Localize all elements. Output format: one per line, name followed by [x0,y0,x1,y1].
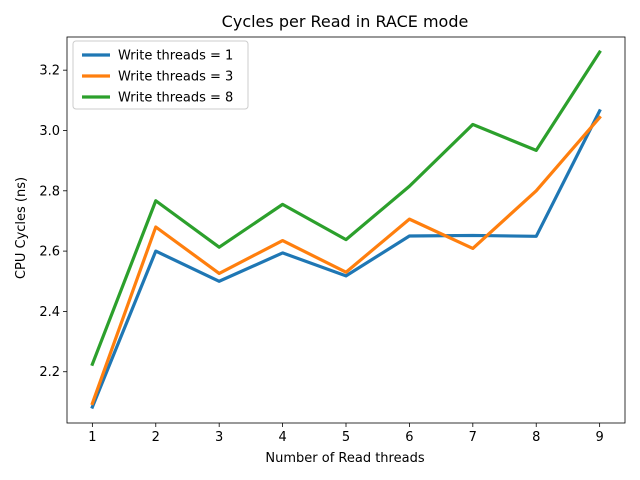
x-tick-label: 4 [278,430,286,445]
y-tick-label: 3.0 [39,124,60,139]
x-tick-label: 9 [595,430,603,445]
legend-label-3: Write threads = 8 [118,91,233,106]
x-tick-label: 2 [152,430,160,445]
x-tick-label: 8 [532,430,540,445]
x-tick-label: 1 [88,430,96,445]
legend-label-2: Write threads = 3 [118,70,233,85]
legend-label-1: Write threads = 1 [118,49,233,64]
y-tick-label: 2.4 [39,305,60,320]
x-axis-label: Number of Read threads [265,451,424,466]
y-axis-label: CPU Cycles (ns) [14,177,29,279]
y-tick-label: 2.6 [39,245,60,260]
x-axis-ticks: 1 2 3 4 5 6 7 8 9 [88,423,604,445]
series-lines [90,49,602,410]
chart-title: Cycles per Read in RACE mode [222,12,469,31]
x-tick-label: 7 [469,430,477,445]
x-tick-label: 3 [215,430,223,445]
y-tick-label: 2.2 [39,365,60,380]
series-line-1 [90,108,602,410]
x-tick-label: 6 [405,430,413,445]
x-tick-label: 5 [342,430,350,445]
legend: Write threads = 1 Write threads = 3 Write … [72,40,249,110]
series-line-3 [90,49,602,367]
y-tick-label: 3.2 [39,64,60,79]
series-line-2 [90,115,602,406]
legend-box [72,40,249,110]
y-tick-label: 2.8 [39,184,60,199]
y-axis-ticks: 2.2 2.4 2.6 2.8 3.0 3.2 [39,64,67,380]
